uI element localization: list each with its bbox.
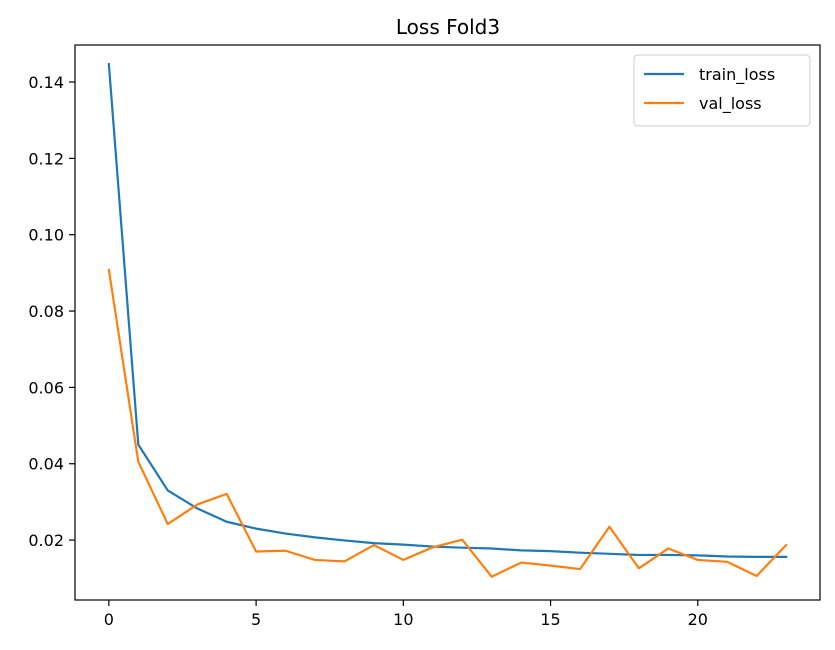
x-axis: 0 5 10 15 20 bbox=[104, 600, 708, 629]
x-tick-label: 20 bbox=[688, 610, 708, 629]
chart-title: Loss Fold3 bbox=[396, 15, 500, 39]
y-tick-label: 0.12 bbox=[28, 149, 64, 168]
x-tick-label: 10 bbox=[393, 610, 413, 629]
y-tick-label: 0.10 bbox=[28, 226, 64, 245]
y-tick-label: 0.08 bbox=[28, 302, 64, 321]
series-line-val_loss bbox=[107, 268, 788, 578]
x-tick-label: 5 bbox=[251, 610, 261, 629]
series-layer bbox=[107, 62, 788, 578]
x-tick-label: 0 bbox=[104, 610, 114, 629]
y-tick-label: 0.02 bbox=[28, 531, 64, 550]
legend-label-val_loss: val_loss bbox=[699, 94, 762, 114]
y-tick-label: 0.14 bbox=[28, 73, 64, 92]
legend-label-train_loss: train_loss bbox=[699, 65, 775, 85]
y-tick-label: 0.06 bbox=[28, 378, 64, 397]
series-line-train_loss bbox=[107, 62, 788, 558]
plot-area bbox=[74, 44, 821, 601]
legend: train_loss val_loss bbox=[633, 54, 811, 127]
legend-box bbox=[633, 54, 811, 127]
y-axis: 0.02 0.04 0.06 0.08 0.10 0.12 0.14 bbox=[28, 73, 75, 550]
y-tick-label: 0.04 bbox=[28, 455, 64, 474]
x-tick-label: 15 bbox=[540, 610, 560, 629]
